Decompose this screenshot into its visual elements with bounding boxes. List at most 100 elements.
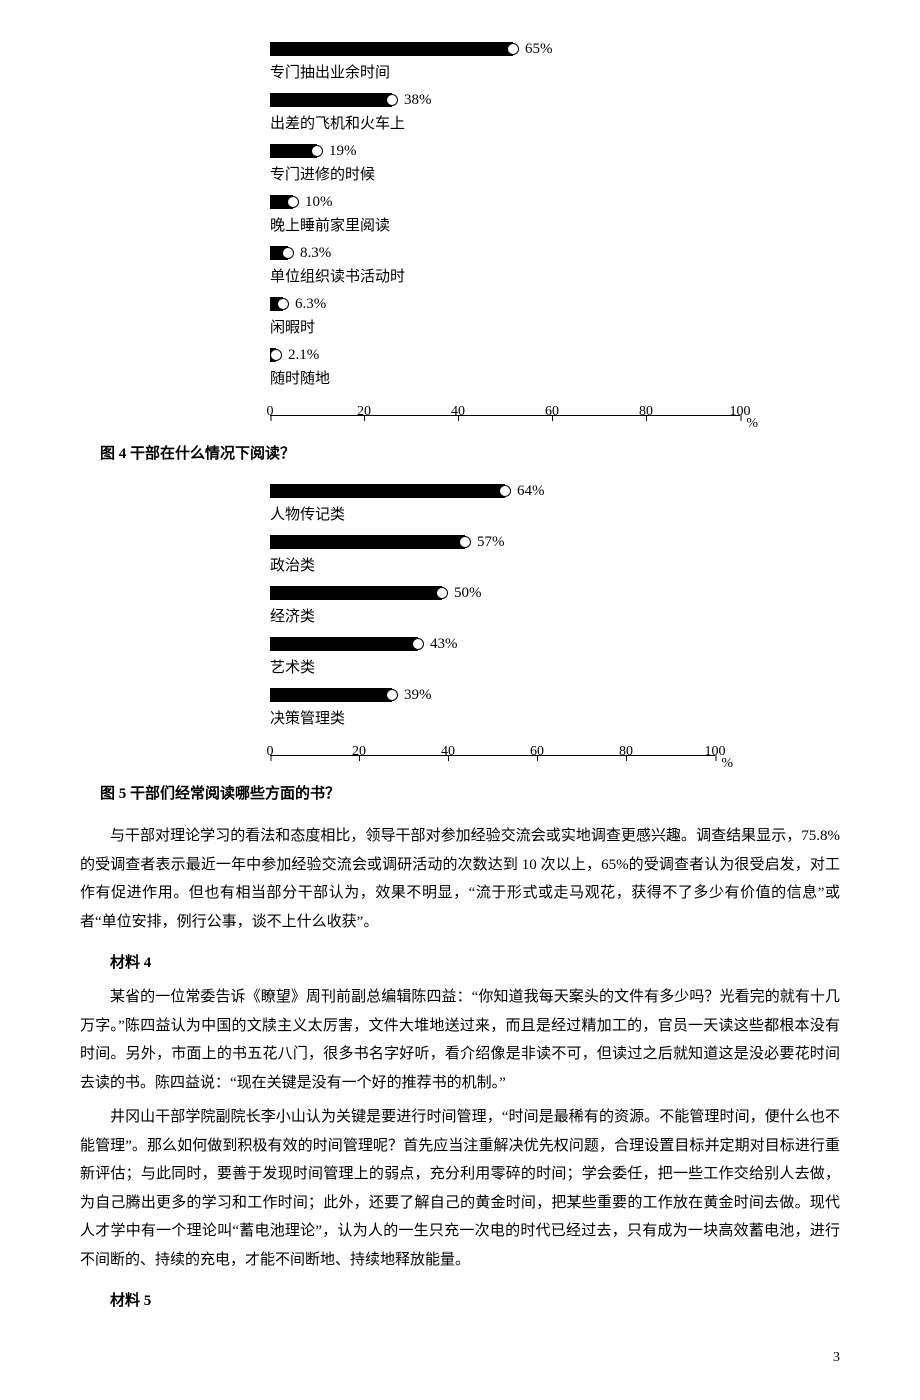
- chart5-caption: 图 5 干部们经常阅读哪些方面的书？: [100, 781, 840, 808]
- bar: [270, 535, 465, 549]
- category-label: 人物传记类: [270, 502, 840, 529]
- bar-wrap: 39%: [270, 686, 840, 704]
- tick-mark: [359, 755, 360, 761]
- section4-title: 材料 4: [80, 950, 840, 977]
- value-label: 43%: [430, 631, 458, 658]
- bar-wrap: 64%: [270, 482, 840, 500]
- bar-wrap: 43%: [270, 635, 840, 653]
- bar-marker-icon: [499, 485, 511, 497]
- bar-marker-icon: [507, 43, 519, 55]
- bar-wrap: 10%: [270, 193, 840, 211]
- tick-mark: [458, 415, 459, 421]
- category-label: 单位组织读书活动时: [270, 264, 840, 291]
- axis-line: [270, 755, 715, 756]
- chart-row: 39% 决策管理类: [270, 686, 840, 733]
- bar-wrap: 2.1%: [270, 346, 840, 364]
- chart-row: 57% 政治类: [270, 533, 840, 580]
- bar-marker-icon: [287, 196, 299, 208]
- tick-mark: [537, 755, 538, 761]
- value-label: 38%: [404, 87, 432, 114]
- category-label: 政治类: [270, 553, 840, 580]
- axis-tick: 0: [267, 739, 274, 764]
- chart-row: 65% 专门抽出业余时间: [270, 40, 840, 87]
- value-label: 19%: [329, 138, 357, 165]
- axis-tick: 40: [441, 739, 455, 764]
- bar: [270, 144, 317, 158]
- bar: [270, 688, 392, 702]
- tick-mark: [715, 755, 716, 761]
- tick-mark: [270, 415, 271, 421]
- bar-marker-icon: [386, 94, 398, 106]
- value-label: 39%: [404, 682, 432, 709]
- tick-mark: [448, 755, 449, 761]
- chart-row: 2.1% 随时随地: [270, 346, 840, 393]
- bar-wrap: 38%: [270, 91, 840, 109]
- bar-wrap: 8.3%: [270, 244, 840, 262]
- bar-marker-icon: [277, 298, 289, 310]
- bar-marker-icon: [282, 247, 294, 259]
- chart-row: 6.3% 闲暇时: [270, 295, 840, 342]
- bar-wrap: 19%: [270, 142, 840, 160]
- percent-symbol: %: [746, 411, 758, 436]
- paragraph-3: 井冈山干部学院副院长李小山认为关键是要进行时间管理，“时间是最稀有的资源。不能管…: [80, 1103, 840, 1274]
- chart5: 64%人物传记类 57%政治类 50%经济类 43%艺术类 39%决策管理类02…: [270, 482, 840, 767]
- chart-row: 38% 出差的飞机和火车上: [270, 91, 840, 138]
- bar: [270, 484, 505, 498]
- tick-mark: [646, 415, 647, 421]
- tick-mark: [364, 415, 365, 421]
- axis-tick: 60: [530, 739, 544, 764]
- bar-marker-icon: [386, 689, 398, 701]
- category-label: 决策管理类: [270, 706, 840, 733]
- paragraph-1: 与干部对理论学习的看法和态度相比，领导干部对参加经验交流会或实地调查更感兴趣。调…: [80, 822, 840, 936]
- chart-row: 64% 人物传记类: [270, 482, 840, 529]
- x-axis: 020406080100%: [270, 739, 715, 767]
- value-label: 64%: [517, 478, 545, 505]
- chart4-caption: 图 4 干部在什么情况下阅读？: [100, 441, 840, 468]
- category-label: 艺术类: [270, 655, 840, 682]
- tick-mark: [740, 415, 741, 421]
- percent-symbol: %: [721, 751, 733, 776]
- category-label: 闲暇时: [270, 315, 840, 342]
- bar-wrap: 50%: [270, 584, 840, 602]
- value-label: 50%: [454, 580, 482, 607]
- bar-marker-icon: [412, 638, 424, 650]
- paragraph-2: 某省的一位常委告诉《瞭望》周刊前副总编辑陈四益：“你知道我每天案头的文件有多少吗…: [80, 983, 840, 1097]
- value-label: 8.3%: [300, 240, 331, 267]
- bar: [270, 42, 513, 56]
- axis-line: [270, 415, 740, 416]
- axis-tick: 20: [352, 739, 366, 764]
- value-label: 65%: [525, 36, 553, 63]
- chart-row: 10% 晚上睡前家里阅读: [270, 193, 840, 240]
- chart-row: 50%经济类: [270, 584, 840, 631]
- chart-row: 19% 专门进修的时候: [270, 142, 840, 189]
- category-label: 专门抽出业余时间: [270, 60, 840, 87]
- category-label: 专门进修的时候: [270, 162, 840, 189]
- bar-wrap: 57%: [270, 533, 840, 551]
- category-label: 出差的飞机和火车上: [270, 111, 840, 138]
- value-label: 2.1%: [288, 342, 319, 369]
- bar-wrap: 6.3%: [270, 295, 840, 313]
- axis-tick: 40: [451, 399, 465, 424]
- bar: [270, 637, 418, 651]
- value-label: 57%: [477, 529, 505, 556]
- bar-marker-icon: [311, 145, 323, 157]
- chart-row: 43% 艺术类: [270, 635, 840, 682]
- axis-tick: 80: [639, 399, 653, 424]
- axis-tick: 20: [357, 399, 371, 424]
- value-label: 6.3%: [295, 291, 326, 318]
- bar: [270, 93, 392, 107]
- bar-marker-icon: [270, 349, 282, 361]
- category-label: 随时随地: [270, 366, 840, 393]
- page-number: 3: [80, 1345, 840, 1370]
- axis-tick: 60: [545, 399, 559, 424]
- category-label: 晚上睡前家里阅读: [270, 213, 840, 240]
- tick-mark: [270, 755, 271, 761]
- value-label: 10%: [305, 189, 333, 216]
- chart-row: 8.3% 单位组织读书活动时: [270, 244, 840, 291]
- bar: [270, 586, 442, 600]
- chart4: 65%专门抽出业余时间38%出差的飞机和火车上 19%专门进修的时候 10%晚上…: [270, 40, 840, 427]
- axis-tick: 0: [267, 399, 274, 424]
- bar-wrap: 65%: [270, 40, 840, 58]
- tick-mark: [552, 415, 553, 421]
- x-axis: 020406080100%: [270, 399, 740, 427]
